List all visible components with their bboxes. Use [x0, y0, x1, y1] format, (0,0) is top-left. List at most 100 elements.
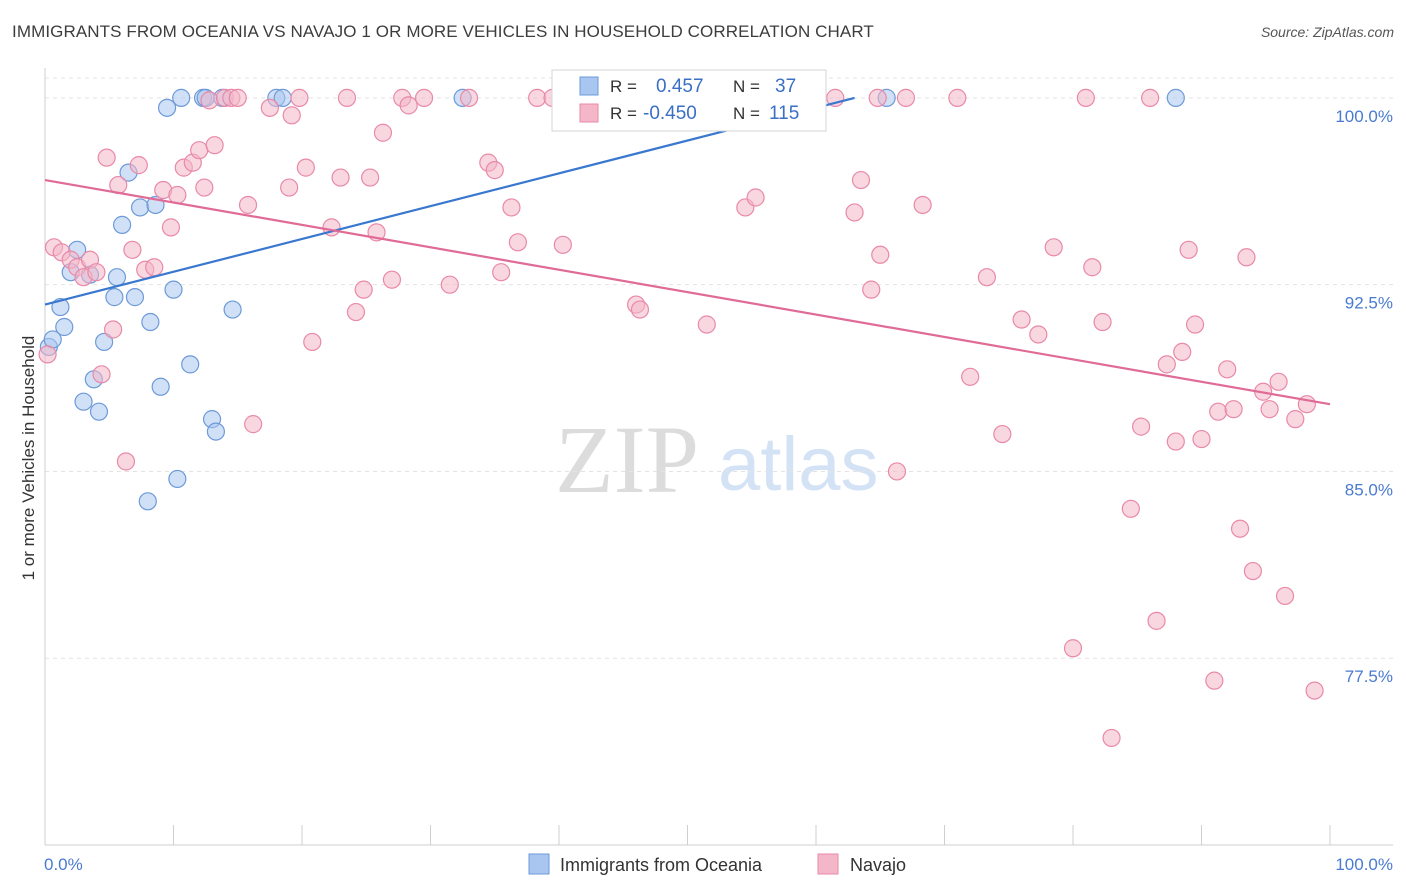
data-point-navajo-48 [414, 88, 434, 107]
data-point-oceania-25 [181, 355, 200, 374]
data-point-oceania-31 [223, 300, 242, 319]
source-label: Source: ZipAtlas.com [1260, 24, 1394, 40]
data-point-navajo-12 [116, 452, 136, 471]
data-point-oceania-15 [125, 288, 145, 307]
legend-bottom-label-oceania: Immigrants from Oceania [560, 855, 763, 875]
data-point-oceania-11 [105, 288, 124, 307]
watermark-zip: ZIP [555, 406, 699, 513]
data-point-navajo-93 [1083, 258, 1102, 277]
data-point-navajo-92 [1076, 88, 1095, 107]
data-point-navajo-90 [1044, 238, 1063, 257]
data-point-navajo-112 [1243, 561, 1263, 581]
y-tick-label-1: 92.5% [1345, 294, 1393, 313]
data-point-navajo-32 [280, 178, 299, 197]
data-point-oceania-6 [74, 392, 93, 411]
data-point-navajo-109 [1224, 400, 1243, 419]
data-point-navajo-56 [528, 88, 547, 107]
legend-r-value-navajo: -0.450 [643, 103, 697, 124]
data-point-navajo-7 [87, 263, 106, 282]
data-point-navajo-40 [346, 302, 366, 322]
data-point-navajo-45 [382, 270, 402, 289]
data-point-navajo-86 [977, 268, 997, 287]
legend-bottom-swatch-oceania [528, 853, 550, 875]
data-point-navajo-13 [123, 240, 142, 259]
data-point-navajo-110 [1230, 519, 1250, 538]
data-point-navajo-10 [104, 320, 123, 339]
legend-swatch-oceania [579, 76, 599, 96]
grid-lines [45, 77, 1393, 659]
data-point-navajo-9 [97, 148, 116, 167]
data-point-navajo-88 [1012, 310, 1031, 329]
data-point-navajo-77 [851, 170, 871, 190]
data-point-navajo-24 [200, 91, 219, 110]
data-point-navajo-35 [296, 158, 315, 177]
data-point-navajo-49 [440, 275, 459, 294]
data-point-navajo-97 [1132, 417, 1151, 436]
data-point-navajo-85 [961, 367, 980, 386]
legend-n-label-oceania: N = [733, 77, 760, 96]
data-point-navajo-117 [1286, 410, 1305, 429]
data-point-navajo-36 [303, 332, 322, 352]
x-tick-label-0: 0.0% [44, 855, 83, 874]
data-point-navajo-47 [399, 96, 418, 115]
data-point-navajo-89 [1029, 325, 1048, 344]
data-point-navajo-18 [161, 218, 181, 237]
data-point-oceania-13 [112, 215, 132, 234]
data-point-oceania-12 [107, 268, 127, 287]
data-point-navajo-95 [1102, 728, 1121, 748]
legend-series: Immigrants from Oceania Navajo [528, 853, 906, 875]
data-point-navajo-108 [1218, 360, 1237, 379]
y-axis-label: 1 or more Vehicles in Household [19, 336, 38, 581]
data-point-navajo-38 [331, 168, 350, 187]
data-point-navajo-100 [1157, 355, 1176, 374]
data-point-navajo-8 [92, 365, 111, 384]
legend-r-label-oceania: R = [610, 77, 637, 96]
data-point-navajo-44 [373, 123, 393, 142]
data-point-navajo-16 [145, 258, 164, 277]
data-point-navajo-83 [913, 195, 932, 215]
y-tick-label-3: 77.5% [1345, 667, 1393, 686]
data-point-navajo-94 [1093, 312, 1112, 332]
data-point-navajo-119 [1305, 681, 1324, 700]
legend-stats: R = 0.457 N = 37 R = -0.450 N = 115 [551, 69, 827, 132]
data-point-navajo-101 [1166, 432, 1185, 451]
legend-r-label-navajo: R = [610, 104, 637, 123]
data-point-navajo-79 [868, 88, 887, 107]
data-point-navajo-87 [993, 424, 1012, 444]
legend-bottom-swatch-navajo [817, 853, 839, 875]
data-point-navajo-102 [1173, 342, 1192, 362]
data-point-navajo-14 [129, 156, 148, 175]
trend-lines [44, 96, 1331, 406]
data-point-navajo-96 [1121, 499, 1140, 518]
y-tick-labels: 100.0% 92.5% 85.0% 77.5% [1335, 107, 1393, 686]
legend-n-value-navajo: 115 [769, 103, 799, 124]
legend-n-label-navajo: N = [733, 104, 760, 123]
data-point-navajo-78 [862, 280, 881, 299]
y-tick-label-2: 85.0% [1345, 480, 1393, 499]
data-point-oceania-22 [164, 280, 183, 299]
data-point-oceania-3 [55, 317, 74, 337]
data-point-navajo-111 [1237, 248, 1256, 267]
data-point-navajo-55 [508, 233, 527, 252]
data-point-navajo-116 [1275, 586, 1295, 606]
legend-n-value-oceania: 37 [775, 76, 796, 97]
data-point-navajo-33 [282, 106, 301, 125]
data-point-navajo-22 [190, 141, 209, 160]
data-point-navajo-63 [630, 300, 650, 319]
axes [44, 68, 1393, 846]
data-point-navajo-69 [697, 315, 716, 334]
data-point-navajo-115 [1269, 372, 1288, 391]
data-point-navajo-114 [1260, 400, 1279, 419]
legend-bottom-label-navajo: Navajo [850, 855, 906, 875]
data-point-navajo-103 [1179, 240, 1198, 259]
data-point-oceania-36 [1166, 88, 1185, 107]
data-point-oceania-29 [206, 422, 226, 441]
data-point-navajo-72 [746, 188, 765, 207]
data-point-navajo-52 [485, 161, 504, 180]
data-point-oceania-24 [172, 88, 191, 107]
data-point-navajo-98 [1140, 88, 1160, 107]
data-point-navajo-42 [361, 168, 380, 187]
data-point-navajo-19 [168, 185, 187, 205]
data-point-navajo-31 [260, 98, 279, 117]
